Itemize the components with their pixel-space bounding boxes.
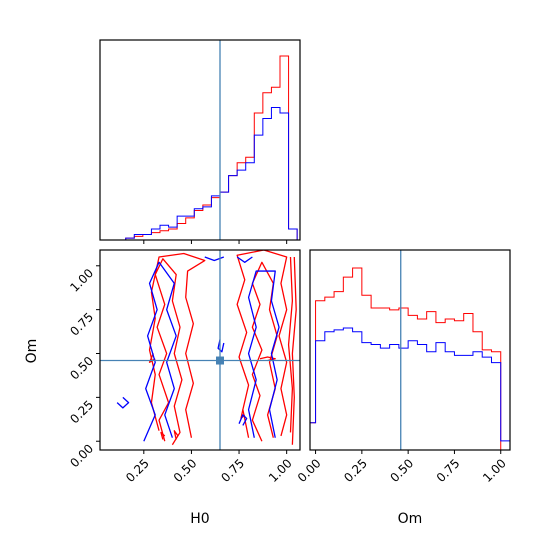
joint-x-tick-label: 0.25 bbox=[123, 456, 152, 485]
contour-line bbox=[236, 250, 288, 438]
contour-line bbox=[173, 430, 179, 440]
contour-line bbox=[116, 396, 130, 409]
contour-line bbox=[291, 256, 297, 445]
joint-y-tick-label: 0.25 bbox=[67, 398, 96, 427]
h0-axis-label: H0 bbox=[190, 511, 209, 527]
joint-y-tick-label: 0.50 bbox=[67, 354, 96, 383]
h0-hist-series-1 bbox=[100, 107, 298, 240]
joint-y-tick-label: 0.00 bbox=[67, 441, 96, 470]
contour-line bbox=[217, 339, 225, 353]
contour-line bbox=[238, 414, 248, 426]
om-hist-frame bbox=[309, 249, 511, 451]
contour-line bbox=[251, 261, 278, 442]
joint-y-tick-label: 1.00 bbox=[67, 266, 96, 295]
contour-line bbox=[148, 252, 206, 438]
om-hist-x-tick-label: 0.50 bbox=[387, 456, 416, 485]
joint-x-tick-label: 1.00 bbox=[266, 456, 295, 485]
om-hist-x-tick-label: 0.75 bbox=[434, 456, 463, 485]
h0-hist-frame bbox=[99, 39, 301, 241]
truth-marker bbox=[216, 356, 224, 365]
contour-line bbox=[259, 356, 276, 362]
contour-line bbox=[154, 258, 183, 446]
om-hist-series-0 bbox=[310, 267, 510, 450]
contour-line bbox=[236, 256, 253, 263]
om-y-axis-label: Om bbox=[24, 339, 40, 364]
joint-y-tick-label: 0.75 bbox=[67, 310, 96, 339]
joint-x-tick-label: 0.75 bbox=[218, 456, 247, 485]
joint-x-tick-label: 0.50 bbox=[171, 456, 200, 485]
contour-line bbox=[204, 256, 225, 262]
contour-line bbox=[160, 431, 166, 440]
h0-histogram-panel bbox=[99, 39, 301, 244]
h0-hist-series-0 bbox=[100, 55, 298, 240]
om-histogram-panel: 0.00 0.25 0.50 0.75 1.00 bbox=[295, 249, 511, 485]
contour-line bbox=[247, 270, 280, 438]
h0-om-contour-panel: 0.25 0.50 0.75 1.00 0.00 0.25 0.50 0.75 1.00 bbox=[67, 249, 301, 485]
om-hist-x-tick-label: 0.00 bbox=[295, 456, 324, 485]
om-hist-x-tick-label: 1.00 bbox=[480, 456, 509, 485]
joint-frame bbox=[99, 249, 301, 451]
contour-line bbox=[287, 256, 294, 433]
om-hist-x-tick-label: 0.25 bbox=[341, 456, 370, 485]
om-hist-series-1 bbox=[310, 327, 510, 450]
contour-line bbox=[143, 261, 177, 442]
om-axis-label: Om bbox=[398, 511, 423, 527]
